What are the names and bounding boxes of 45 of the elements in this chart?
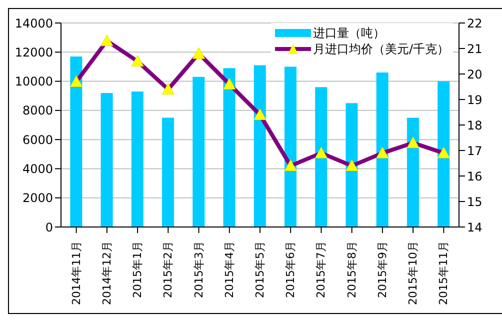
x-tick-label: 2014年11月 <box>70 241 83 305</box>
y2-tick-label: 21 <box>467 42 482 56</box>
bar <box>70 56 82 227</box>
y-tick-label: 10000 <box>14 74 53 89</box>
y-tick-label: 12000 <box>14 45 53 60</box>
y-tick-label: 4000 <box>22 162 53 176</box>
x-tick-label: 2015年2月 <box>162 241 175 298</box>
y2-tick-label: 16 <box>467 169 482 184</box>
y2-tick-label: 20 <box>467 67 482 82</box>
x-tick-label: 2015年3月 <box>192 241 206 298</box>
bar <box>284 66 296 227</box>
bar <box>376 72 388 227</box>
x-tick-label: 2015年7月 <box>314 241 328 298</box>
bar <box>438 81 450 227</box>
x-tick-label: 2015年1月 <box>131 241 144 298</box>
x-tick-label: 2015年10月 <box>406 241 420 305</box>
y2-tick-label: 19 <box>467 92 482 107</box>
y2-tick-label: 17 <box>467 144 482 158</box>
y2-tick-label: 18 <box>467 118 482 132</box>
x-tick-label: 2014年12月 <box>100 241 114 305</box>
x-tick-label: 2015年6月 <box>284 241 298 298</box>
y2-tick-label: 15 <box>467 194 482 209</box>
y2-tick-label: 22 <box>467 16 482 30</box>
y-tick-label: 14000 <box>14 16 53 30</box>
bar <box>100 92 113 227</box>
y-tick-label: 2000 <box>22 191 53 206</box>
x-tick-label: 2015年8月 <box>345 241 358 298</box>
bar <box>254 65 266 227</box>
bar <box>223 68 236 227</box>
y-tick-label: 0 <box>45 220 53 234</box>
bar <box>406 118 419 227</box>
bar <box>192 76 205 227</box>
x-tick-label: 2015年11月 <box>437 241 450 305</box>
x-tick-label: 2015年9月 <box>376 241 389 298</box>
y-tick-label: 8000 <box>22 104 53 118</box>
bar <box>315 87 328 227</box>
y-tick-label: 6000 <box>22 132 53 147</box>
y2-tick-label: 14 <box>467 220 482 234</box>
bar <box>131 91 144 227</box>
x-tick-label: 2015年5月 <box>254 241 266 298</box>
x-tick-label: 2015年4月 <box>222 241 236 298</box>
legend-label: 月进口均价（美元/千克） <box>312 41 449 57</box>
bar <box>346 103 358 227</box>
bar <box>162 118 174 227</box>
legend-label: 进口量（吨） <box>312 25 385 41</box>
